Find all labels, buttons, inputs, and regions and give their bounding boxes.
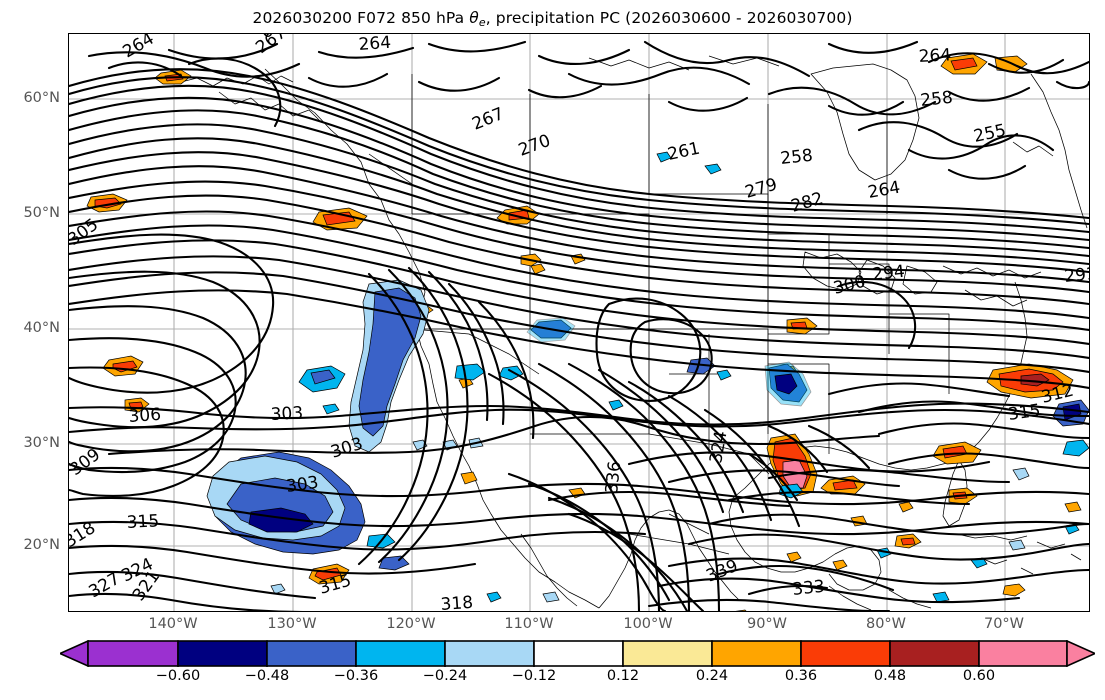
title-separator: - bbox=[730, 9, 747, 27]
colorbar-segment-5 bbox=[533, 640, 624, 667]
xtick-label-80W: 80°W bbox=[865, 616, 907, 632]
svg-text:303: 303 bbox=[285, 473, 320, 497]
colorbar-segment-8 bbox=[800, 640, 891, 667]
svg-text:318: 318 bbox=[440, 593, 474, 611]
colorbar[interactable] bbox=[60, 640, 1095, 667]
xtick-label-90W: 90°W bbox=[746, 616, 788, 632]
svg-text:315: 315 bbox=[126, 511, 159, 533]
colorbar-segment-0 bbox=[87, 640, 179, 667]
colorbar-label-9: 0.60 bbox=[962, 668, 996, 684]
colorbar-segment-9 bbox=[889, 640, 980, 667]
contour-inline-labels: 264 264 267 267 270 261 258 264 258 255 … bbox=[69, 34, 1089, 611]
xtick-label-120W: 120°W bbox=[386, 616, 436, 632]
ytick-label-50N: 50°N bbox=[23, 205, 60, 221]
title-theta-symbol: θ bbox=[469, 9, 479, 27]
svg-text:264: 264 bbox=[866, 178, 901, 203]
colorbar-left-extend-arrow bbox=[60, 640, 89, 667]
colorbar-label-4: −0.12 bbox=[511, 668, 557, 684]
colorbar-segment-6 bbox=[622, 640, 713, 667]
theta-e-contours bbox=[69, 40, 1089, 611]
map-plot-area: 264 264 267 267 270 261 258 264 258 255 … bbox=[68, 33, 1090, 612]
svg-text:305: 305 bbox=[69, 215, 102, 250]
title-valid-start: 2026030600 bbox=[631, 9, 731, 27]
title-prefix: 2026030200 F072 850 hPa bbox=[252, 9, 470, 27]
svg-text:291: 291 bbox=[1063, 264, 1089, 287]
ytick-label-30N: 30°N bbox=[23, 435, 60, 451]
xtick-label-140W: 140°W bbox=[148, 616, 198, 632]
colorbar-canvas[interactable] bbox=[60, 640, 1095, 667]
ytick-label-40N: 40°N bbox=[23, 320, 60, 336]
colorbar-label-3: −0.24 bbox=[422, 668, 468, 684]
colorbar-segment-3 bbox=[355, 640, 446, 667]
ytick-label-60N: 60°N bbox=[23, 90, 60, 106]
colorbar-label-6: 0.24 bbox=[695, 668, 729, 684]
xtick-label-130W: 130°W bbox=[267, 616, 317, 632]
colorbar-label-8: 0.48 bbox=[873, 668, 907, 684]
precip-pc-fill bbox=[86, 53, 1089, 611]
svg-text:294: 294 bbox=[871, 262, 905, 285]
svg-text:258: 258 bbox=[779, 146, 813, 169]
colorbar-segment-1 bbox=[177, 640, 268, 667]
colorbar-label-5: 0.12 bbox=[606, 668, 640, 684]
colorbar-label-7: 0.36 bbox=[784, 668, 818, 684]
chart-title: 2026030200 F072 850 hPa θe, precipitatio… bbox=[0, 9, 1105, 29]
svg-text:303: 303 bbox=[270, 403, 303, 425]
svg-text:303: 303 bbox=[328, 434, 365, 463]
colorbar-segment-7 bbox=[711, 640, 802, 667]
title-suffix: ) bbox=[846, 9, 853, 27]
svg-text:324: 324 bbox=[706, 429, 731, 464]
svg-text:336: 336 bbox=[602, 460, 625, 494]
colorbar-right-extend-arrow bbox=[1066, 640, 1095, 667]
svg-text:6: 6 bbox=[258, 34, 277, 43]
title-theta-subscript: e bbox=[478, 16, 486, 30]
svg-text:327: 327 bbox=[86, 569, 124, 603]
svg-text:264: 264 bbox=[120, 34, 158, 62]
colorbar-segment-10 bbox=[978, 640, 1068, 667]
svg-text:261: 261 bbox=[666, 139, 702, 165]
svg-text:306: 306 bbox=[128, 405, 162, 427]
svg-text:300: 300 bbox=[831, 272, 867, 299]
title-valid-end: 2026030700 bbox=[746, 9, 847, 27]
map-canvas: 264 264 267 267 270 261 258 264 258 255 … bbox=[69, 34, 1089, 611]
xtick-label-110W: 110°W bbox=[504, 616, 554, 632]
colorbar-segment-4 bbox=[444, 640, 535, 667]
svg-text:279: 279 bbox=[743, 175, 780, 203]
ytick-label-20N: 20°N bbox=[23, 537, 60, 553]
svg-text:333: 333 bbox=[791, 577, 825, 600]
svg-text:255: 255 bbox=[972, 121, 1008, 147]
xtick-label-100W: 100°W bbox=[623, 616, 673, 632]
colorbar-ticks bbox=[177, 666, 980, 667]
svg-text:282: 282 bbox=[789, 189, 826, 217]
colorbar-label-1: −0.48 bbox=[244, 668, 290, 684]
svg-text:309: 309 bbox=[69, 445, 104, 480]
svg-text:267: 267 bbox=[469, 104, 507, 135]
colorbar-label-0: −0.60 bbox=[155, 668, 201, 684]
colorbar-label-2: −0.36 bbox=[333, 668, 379, 684]
svg-text:264: 264 bbox=[358, 34, 392, 55]
svg-text:264: 264 bbox=[918, 45, 951, 67]
svg-text:315: 315 bbox=[1007, 401, 1042, 425]
gridlines bbox=[69, 34, 1089, 611]
title-middle: , precipitation PC ( bbox=[485, 9, 632, 27]
svg-text:258: 258 bbox=[919, 88, 953, 111]
colorbar-segment-2 bbox=[266, 640, 357, 667]
xtick-label-70W: 70°W bbox=[983, 616, 1025, 632]
svg-text:270: 270 bbox=[516, 131, 553, 161]
